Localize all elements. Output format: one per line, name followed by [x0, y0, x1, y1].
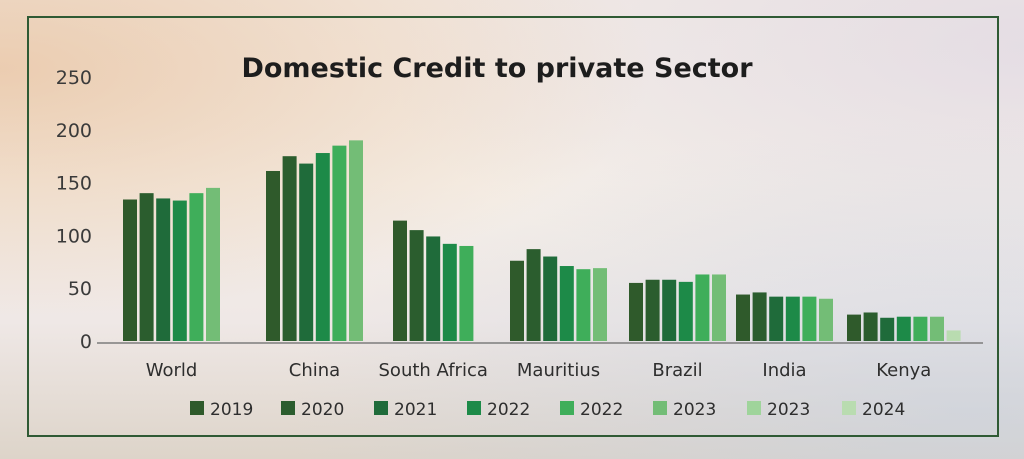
bar-groups	[123, 140, 961, 341]
category-label: Mauritius	[517, 360, 600, 381]
bar	[863, 312, 878, 341]
chart-frame	[27, 16, 999, 437]
bar	[802, 296, 817, 341]
legend-label: 2022	[487, 400, 530, 420]
category-label: South Africa	[379, 360, 488, 381]
bar	[712, 274, 726, 341]
legend-item: 2022	[560, 400, 623, 420]
bar	[332, 145, 347, 341]
y-tick-label: 50	[68, 278, 92, 300]
bar-group	[629, 274, 726, 341]
bar	[510, 260, 524, 341]
legend-label: 2019	[210, 400, 253, 420]
category-label: World	[146, 360, 198, 381]
bar	[139, 193, 154, 341]
bar-group	[393, 220, 474, 341]
y-tick-label: 0	[80, 331, 92, 353]
legend-swatch	[842, 401, 856, 415]
bar	[896, 316, 911, 341]
category-label: China	[289, 360, 340, 381]
bar	[913, 316, 928, 341]
bar	[629, 282, 643, 341]
legend-swatch	[653, 401, 667, 415]
category-label: India	[762, 360, 806, 381]
legend-label: 2021	[394, 400, 437, 420]
legend-label: 2020	[301, 400, 344, 420]
y-axis-ticks: 0 50 100 150 200 250	[56, 67, 92, 353]
legend-swatch	[560, 401, 574, 415]
bar	[442, 243, 457, 341]
bar	[736, 294, 750, 341]
bar	[282, 156, 297, 341]
bar-group	[736, 292, 833, 341]
bar-group	[123, 187, 220, 341]
bar	[880, 317, 895, 341]
bar	[459, 245, 474, 341]
legend-item: 2019	[190, 400, 253, 420]
bar	[393, 220, 407, 341]
bar	[785, 296, 800, 341]
y-tick-label: 200	[56, 120, 92, 142]
legend: 2019 2020 2021 2022 2022 2023 2023 2024	[190, 400, 905, 420]
bar	[543, 256, 558, 341]
bar	[206, 187, 220, 341]
bar	[266, 170, 280, 341]
category-labels: World China South Africa Mauritius Brazil Ind…	[146, 360, 932, 381]
legend-item: 2024	[842, 400, 905, 420]
category-label: Kenya	[876, 360, 931, 381]
bar	[172, 200, 187, 341]
bar	[678, 281, 693, 341]
bar	[819, 298, 833, 341]
legend-label: 2022	[580, 400, 623, 420]
y-tick-label: 100	[56, 225, 92, 247]
legend-item: 2021	[374, 400, 437, 420]
legend-item: 2022	[467, 400, 530, 420]
legend-item: 2023	[653, 400, 716, 420]
legend-item: 2020	[281, 400, 344, 420]
bar	[769, 296, 784, 341]
legend-swatch	[467, 401, 481, 415]
legend-swatch	[190, 401, 204, 415]
bar	[349, 140, 363, 341]
chart-title: Domestic Credit to private Sector	[241, 53, 753, 84]
bar	[123, 199, 137, 341]
bar	[315, 153, 330, 341]
bar	[526, 249, 541, 341]
legend-label: 2023	[767, 400, 810, 420]
bar	[299, 163, 314, 341]
bar	[189, 193, 204, 341]
bar	[645, 279, 660, 341]
bar	[847, 314, 861, 341]
legend-item: 2023	[747, 400, 810, 420]
bar	[752, 292, 767, 341]
bar	[559, 266, 574, 341]
legend-swatch	[374, 401, 388, 415]
bar	[426, 236, 441, 341]
legend-swatch	[747, 401, 761, 415]
legend-swatch	[281, 401, 295, 415]
bar	[576, 269, 591, 341]
bar	[662, 279, 677, 341]
bar-group	[266, 140, 363, 341]
category-label: Brazil	[652, 360, 702, 381]
legend-label: 2023	[673, 400, 716, 420]
bar-group	[510, 249, 607, 341]
bar	[930, 316, 944, 341]
bar	[593, 268, 607, 341]
bar-group	[847, 312, 961, 341]
bar	[695, 274, 710, 341]
legend-label: 2024	[862, 400, 905, 420]
bar	[156, 198, 171, 341]
y-tick-label: 250	[56, 67, 92, 89]
bar	[409, 230, 424, 341]
y-tick-label: 150	[56, 173, 92, 195]
bar	[946, 330, 961, 341]
